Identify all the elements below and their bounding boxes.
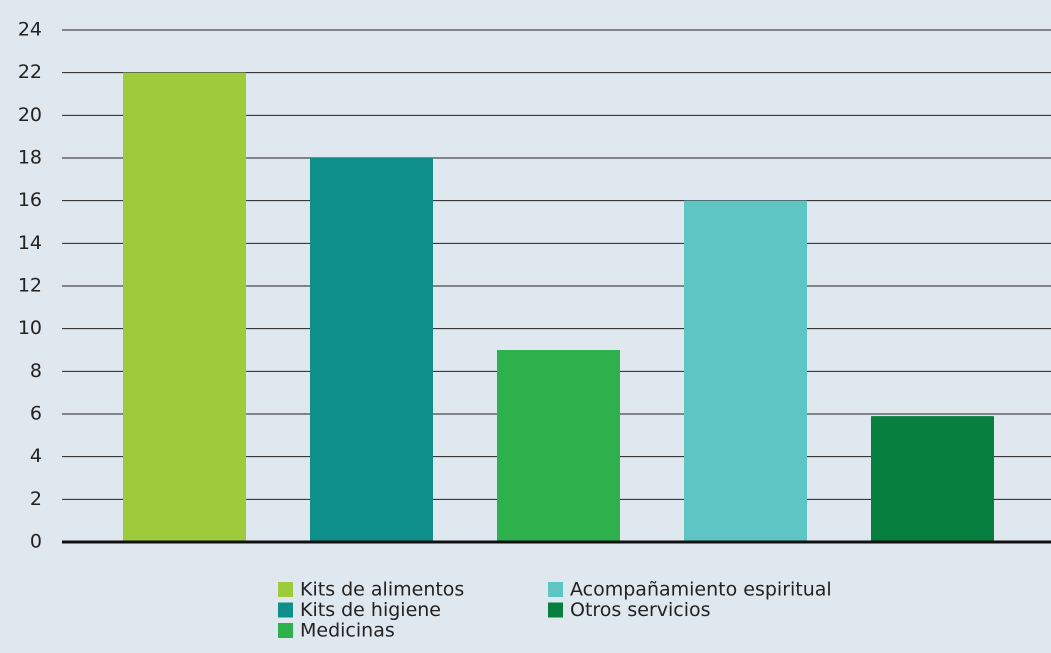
y-tick-label: 14 [18, 232, 42, 254]
y-tick-label: 16 [18, 189, 42, 211]
y-tick-label: 8 [30, 360, 42, 382]
legend-label: Otros servicios [570, 599, 711, 621]
y-tick-label: 4 [30, 445, 42, 467]
y-tick-label: 20 [18, 104, 42, 126]
y-tick-label: 24 [18, 19, 42, 41]
y-tick-label: 6 [30, 403, 42, 425]
legend-swatch [548, 602, 563, 618]
y-tick-label: 0 [30, 531, 42, 553]
bar [497, 350, 620, 542]
legend-swatch [278, 623, 293, 638]
bar [123, 72, 246, 543]
legend-label: Acompañamiento espiritual [570, 579, 832, 601]
bar [310, 158, 433, 542]
legend-label: Kits de alimentos [300, 579, 464, 601]
y-tick-label: 10 [18, 317, 42, 339]
y-tick-label: 12 [18, 275, 42, 297]
bar [871, 416, 994, 542]
legend-swatch [278, 582, 293, 597]
y-tick-label: 18 [18, 147, 42, 169]
legend-swatch [548, 582, 563, 597]
bar [684, 200, 807, 542]
legend-label: Kits de higiene [300, 599, 441, 621]
y-tick-label: 22 [18, 61, 42, 83]
legend-label: Medicinas [300, 620, 395, 642]
legend-swatch [278, 602, 293, 618]
y-tick-label: 2 [30, 488, 42, 510]
